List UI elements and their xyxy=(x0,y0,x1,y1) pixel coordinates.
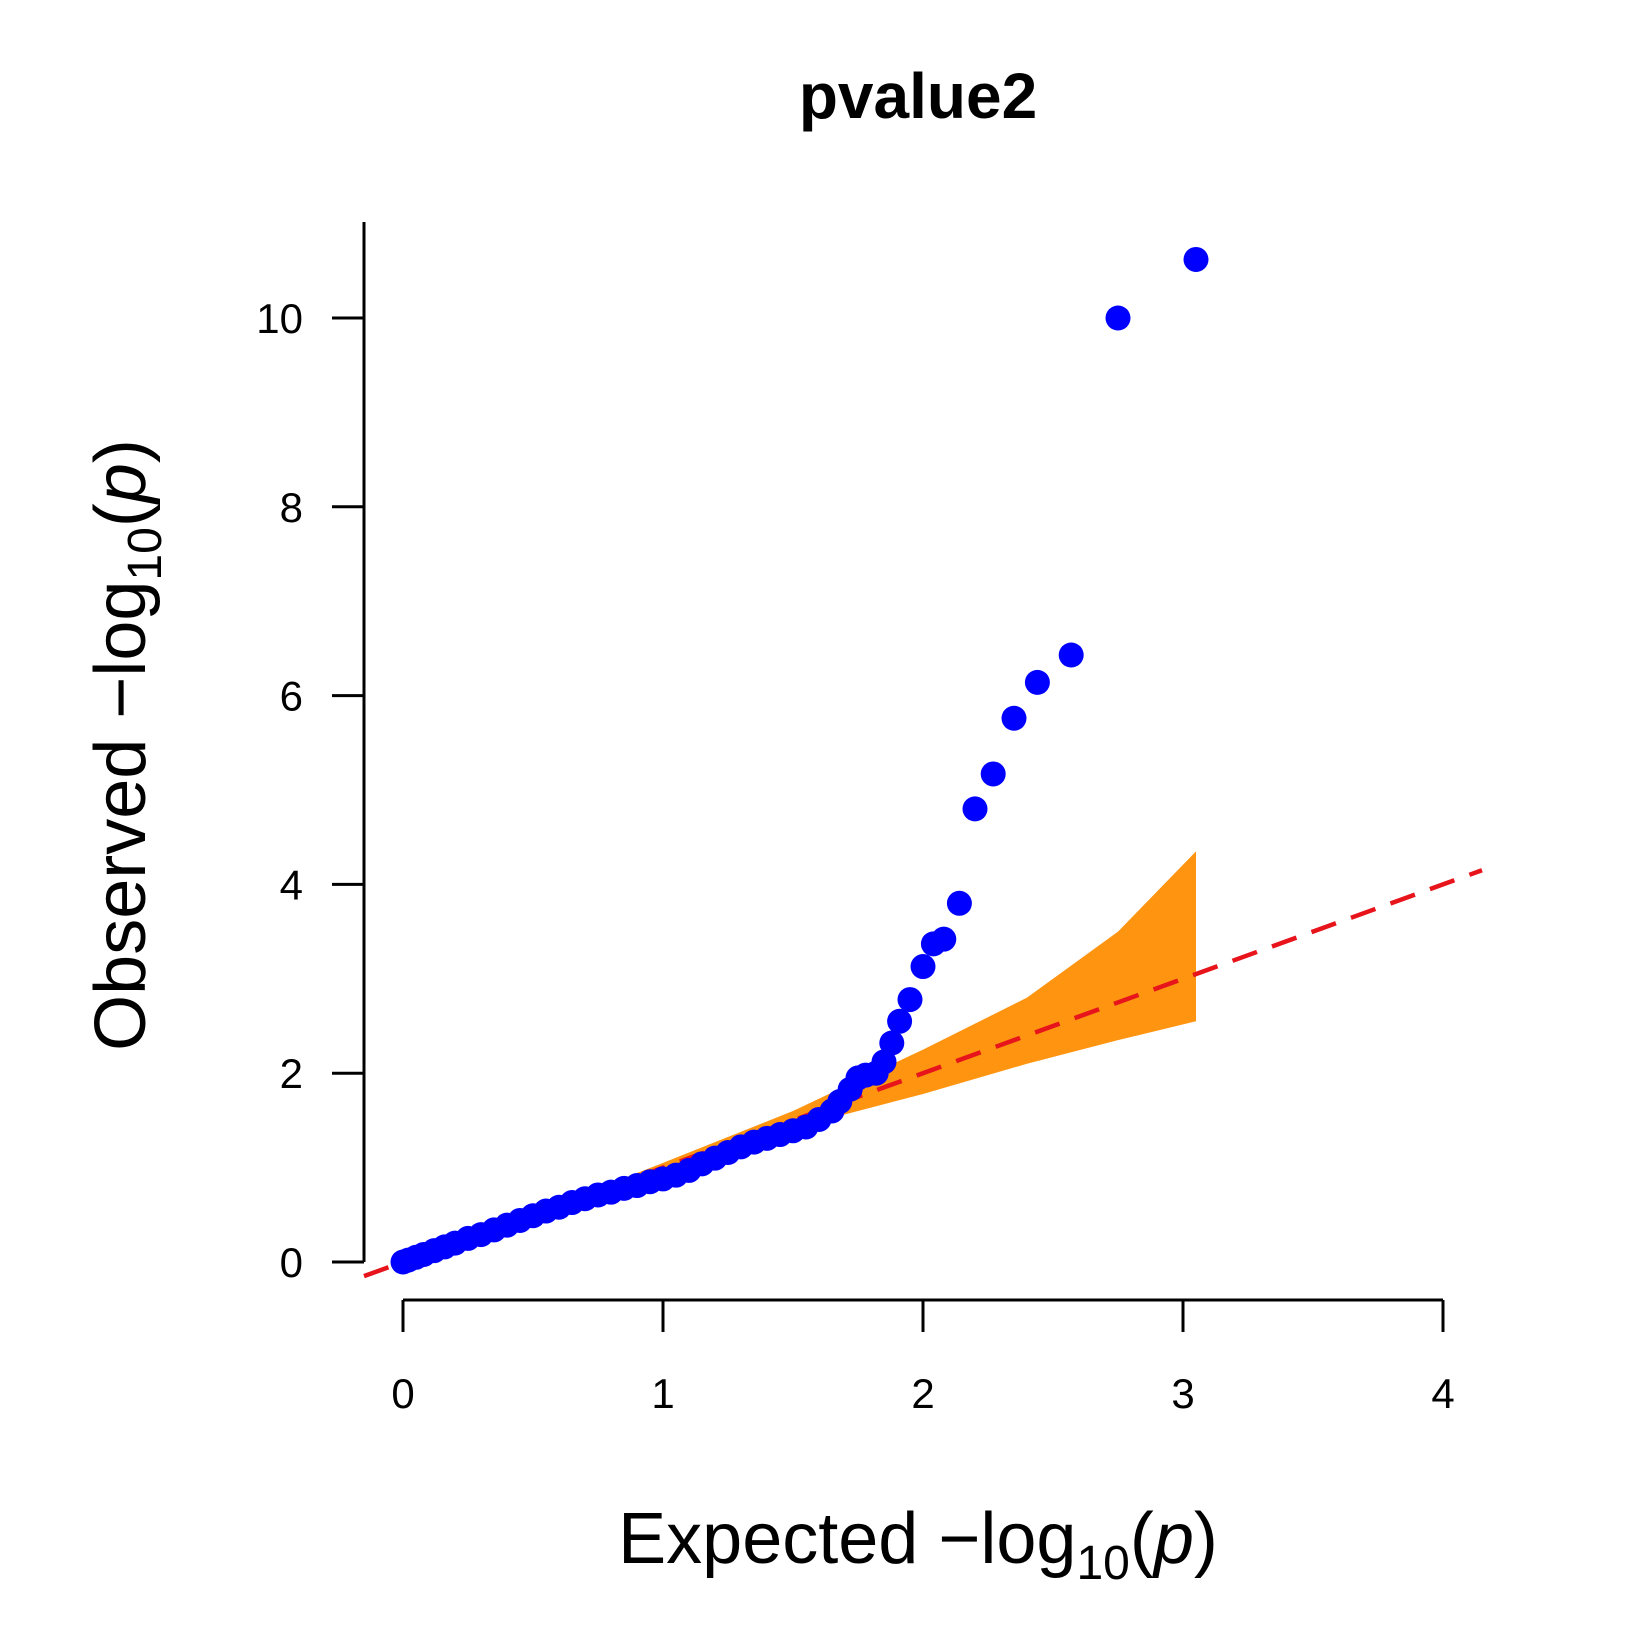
y-axis-title-paren-open: ( xyxy=(81,503,161,527)
data-point xyxy=(1058,642,1084,668)
x-axis-title-paren-open: ( xyxy=(1130,1499,1154,1579)
data-point xyxy=(962,796,988,822)
data-point xyxy=(1183,246,1209,272)
y-axis-title-paren-close: ) xyxy=(81,439,161,463)
x-tick-label: 0 xyxy=(391,1370,414,1417)
reference-line xyxy=(363,868,1483,1279)
plot-area xyxy=(363,246,1483,1279)
data-points xyxy=(390,246,1209,1275)
data-point xyxy=(871,1049,897,1075)
y-axis-title: Observed −log10(p) xyxy=(81,439,172,1051)
x-ticks: 0 1 2 3 4 xyxy=(391,1300,1455,1417)
y-tick-label: 8 xyxy=(280,484,303,531)
y-tick-label: 6 xyxy=(280,673,303,720)
y-axis: 0 2 4 6 8 10 xyxy=(256,222,366,1286)
data-point xyxy=(887,1008,913,1034)
data-point xyxy=(879,1030,905,1056)
x-axis-title-prefix: Expected −log xyxy=(618,1499,1076,1579)
data-point xyxy=(980,761,1006,787)
confidence-band xyxy=(559,851,1196,1208)
x-tick-label: 3 xyxy=(1171,1370,1194,1417)
y-tick-label: 4 xyxy=(280,861,303,908)
y-axis-title-var: p xyxy=(81,463,161,505)
data-point xyxy=(1024,669,1050,695)
data-point xyxy=(1001,705,1027,731)
data-point xyxy=(931,926,957,952)
y-tick-label: 10 xyxy=(256,295,303,342)
x-tick-label: 2 xyxy=(911,1370,934,1417)
chart-title: pvalue2 xyxy=(799,60,1037,132)
x-tick-label: 4 xyxy=(1431,1370,1454,1417)
data-point xyxy=(946,890,972,916)
data-point xyxy=(910,954,936,980)
y-axis-title-prefix: Observed −log xyxy=(81,581,161,1051)
data-point xyxy=(897,987,923,1013)
x-axis-title-subscript: 10 xyxy=(1076,1537,1129,1590)
data-point xyxy=(1105,305,1131,331)
y-axis-title-subscript: 10 xyxy=(119,527,172,580)
x-axis-title: Expected −log10(p) xyxy=(618,1499,1218,1590)
y-ticks: 0 2 4 6 8 10 xyxy=(256,295,364,1286)
y-tick-label: 0 xyxy=(280,1239,303,1286)
x-axis-title-paren-close: ) xyxy=(1194,1499,1218,1579)
y-tick-label: 2 xyxy=(280,1050,303,1097)
x-axis: 0 1 2 3 4 xyxy=(391,1298,1455,1417)
x-tick-label: 1 xyxy=(651,1370,674,1417)
x-axis-title-var: p xyxy=(1152,1499,1194,1579)
